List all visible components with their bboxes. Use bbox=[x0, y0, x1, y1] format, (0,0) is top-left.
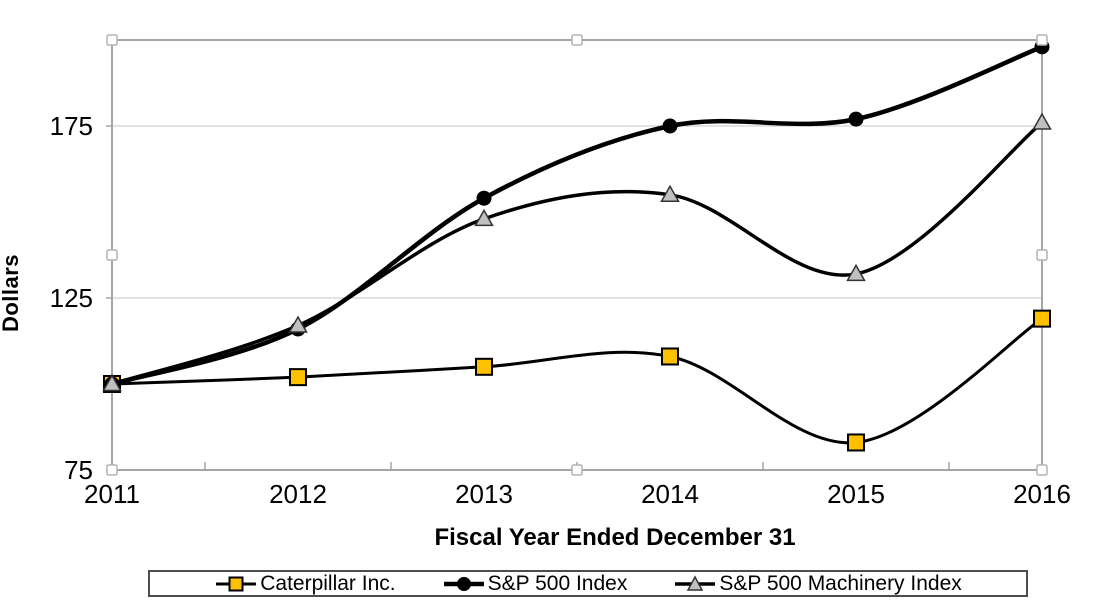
y-tick-label: 75 bbox=[64, 455, 93, 485]
caterpillar-inc-line[interactable] bbox=[110, 317, 1044, 445]
legend-item-sp-500-index[interactable]: S&P 500 Index bbox=[442, 571, 628, 596]
legend-circle-marker-icon bbox=[443, 576, 484, 591]
series-caterpillar-inc[interactable] bbox=[103, 309, 1051, 452]
legend-label-caterpillar-inc: Caterpillar Inc. bbox=[260, 571, 396, 595]
selection-handle[interactable] bbox=[571, 34, 583, 46]
s-p-500-index-marker[interactable] bbox=[848, 111, 864, 127]
selection-handle[interactable] bbox=[1036, 249, 1048, 261]
caterpillar-inc-marker[interactable] bbox=[661, 347, 679, 366]
x-tick-label: 2014 bbox=[641, 479, 699, 509]
selection-handle[interactable] bbox=[1036, 34, 1048, 46]
x-tick-label: 2016 bbox=[1013, 479, 1071, 509]
s-p-500-machinery-index-marker[interactable] bbox=[102, 373, 122, 392]
s-p-500-machinery-index-marker[interactable] bbox=[660, 184, 680, 203]
s-p-500-index-marker[interactable] bbox=[662, 118, 678, 134]
y-tick-label: 125 bbox=[50, 283, 93, 313]
selection-handle[interactable] bbox=[106, 249, 118, 261]
selection-handle[interactable] bbox=[571, 464, 583, 476]
s-p-500-index-line[interactable] bbox=[109, 44, 1045, 387]
selection-handle[interactable] bbox=[1036, 464, 1048, 476]
s-p-500-machinery-index-marker[interactable] bbox=[288, 315, 308, 333]
s-p-500-machinery-index-marker[interactable] bbox=[846, 263, 866, 282]
chart-legend[interactable]: Caterpillar Inc. S&P 500 Index S&P 500 M… bbox=[148, 570, 1028, 597]
selection-handle[interactable] bbox=[106, 34, 118, 46]
legend-item-sp-500-machinery-index[interactable]: S&P 500 Machinery Index bbox=[673, 571, 962, 596]
caterpillar-inc-marker[interactable] bbox=[1033, 309, 1051, 328]
legend-square-marker-icon bbox=[216, 576, 257, 591]
selection-handle[interactable] bbox=[106, 464, 118, 476]
legend-label-sp-500-machinery-index: S&P 500 Machinery Index bbox=[719, 571, 962, 595]
caterpillar-inc-marker[interactable] bbox=[847, 433, 865, 452]
caterpillar-inc-marker[interactable] bbox=[289, 368, 307, 387]
x-tick-label: 2012 bbox=[269, 479, 327, 509]
s-p-500-machinery-index-marker[interactable] bbox=[1032, 112, 1052, 130]
legend-item-caterpillar-inc[interactable]: Caterpillar Inc. bbox=[214, 571, 396, 596]
y-tick-label: 175 bbox=[50, 111, 93, 141]
s-p-500-machinery-index-marker[interactable] bbox=[474, 208, 494, 227]
legend-triangle-marker-icon bbox=[675, 574, 716, 591]
series-s-p-500-machinery-index[interactable] bbox=[102, 112, 1052, 392]
series-s-p-500-index[interactable] bbox=[104, 39, 1050, 392]
s-p-500-machinery-index-line[interactable] bbox=[110, 120, 1044, 386]
x-tick-label: 2013 bbox=[455, 479, 513, 509]
x-tick-label: 2015 bbox=[827, 479, 885, 509]
x-axis-title: Fiscal Year Ended December 31 bbox=[434, 524, 796, 551]
caterpillar-inc-marker[interactable] bbox=[475, 357, 493, 376]
s-p-500-index-marker[interactable] bbox=[476, 190, 492, 206]
legend-label-sp-500-index: S&P 500 Index bbox=[487, 571, 628, 595]
x-tick-label: 2011 bbox=[84, 479, 140, 509]
y-axis-title: Dollars bbox=[0, 253, 23, 333]
